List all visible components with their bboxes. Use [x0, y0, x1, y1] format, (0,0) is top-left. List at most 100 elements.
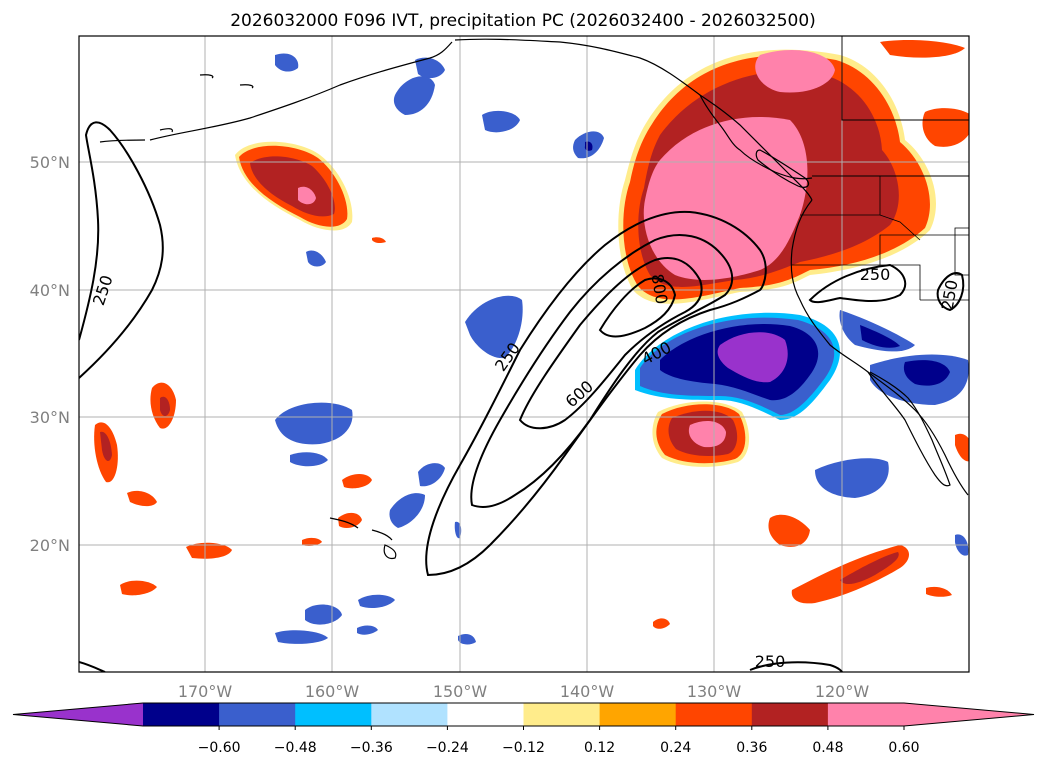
precip-blob-small-1-core: [160, 396, 170, 416]
lat-tick-30n: 30°N: [30, 408, 70, 427]
colorbar-ticks: −0.60 −0.48 −0.36 −0.24 −0.12 0.12 0.24 0.36 0.4…: [198, 726, 920, 756]
precip-blob-small-8: [302, 537, 322, 546]
colorbar-segment: [219, 703, 296, 726]
precip-blob-pnw-pink: [643, 116, 808, 280]
precip-blob-neg-9b: [418, 463, 445, 487]
colorbar-segment: [371, 703, 448, 726]
precip-blob-small-2-core: [100, 431, 112, 462]
ivt-contour-800: [598, 277, 677, 338]
precip-blob-neg-4: [393, 76, 435, 115]
colorbar-extend-high: [904, 703, 1034, 726]
precip-blob-small-12: [880, 40, 965, 58]
precip-blob-small-4: [186, 542, 232, 559]
colorbar-extend-low: [13, 703, 143, 726]
colorbar-tick-label: −0.12: [502, 740, 545, 756]
precip-blob-neg-11: [305, 604, 342, 625]
ivt-contours: [79, 121, 965, 672]
precip-blob-neg-main-purple: [717, 332, 788, 383]
precip-blob-small-15: [653, 618, 670, 629]
precip-blob-neg-5: [482, 110, 520, 133]
precip-blob-neg-12: [275, 630, 328, 644]
lat-tick-40n: 40°N: [30, 281, 70, 300]
colorbar-tick-label: −0.36: [350, 740, 393, 756]
precip-blob-neg-2: [275, 402, 353, 445]
precip-blob-neg-3: [465, 295, 523, 359]
contour-label-250-south: 250: [755, 652, 786, 671]
colorbar-segment: [143, 703, 220, 726]
us-west-coast: [790, 199, 969, 496]
precip-blob-neg-13: [358, 594, 395, 608]
ivt-contour-400: [470, 234, 734, 508]
alaska-peninsula: [149, 41, 453, 141]
colorbar-tick-label: −0.24: [426, 740, 469, 756]
precip-blob-small-6: [342, 474, 372, 489]
precip-blob-neg-9: [389, 493, 425, 528]
ivt-contour-600: [518, 257, 703, 430]
precip-negative-shading: [275, 53, 969, 645]
precip-blob-130w-30n-pink: [688, 420, 726, 448]
hawaii-islands: [329, 517, 397, 560]
precip-blob-pnw-pink-north: [755, 50, 835, 93]
lat-tick-labels: 50°N 40°N 30°N 20°N: [30, 153, 70, 555]
colorbar-segment: [827, 703, 905, 726]
precip-blob-small-7: [338, 512, 362, 528]
precip-blob-165w-pink: [298, 186, 316, 205]
precip-blob-neg-16: [815, 458, 889, 498]
aleutian-islands: [99, 74, 254, 143]
colorbar-tick-label: 0.60: [888, 740, 919, 756]
precip-positive-shading: [94, 40, 969, 629]
precip-blob-neg-17-core: [860, 325, 900, 348]
precip-blob-neg-14: [357, 625, 378, 635]
precip-blob-neg-15: [458, 634, 476, 645]
us-canada-border: [812, 36, 969, 177]
lon-tick-labels: 170°W 160°W 150°W 140°W 130°W 120°W: [178, 682, 870, 701]
precip-blob-small-11: [922, 108, 969, 147]
precip-blob-small-13: [955, 433, 969, 462]
lon-tick-120w: 120°W: [815, 682, 870, 701]
colorbar-segment: [675, 703, 753, 726]
contour-label-250-east: 250: [860, 265, 891, 284]
lat-tick-20n: 20°N: [30, 536, 70, 555]
precip-blob-neg-8: [306, 250, 326, 267]
coastlines: [99, 36, 969, 560]
colorbar-tick-label: 0.48: [812, 740, 843, 756]
colorbar-tick-label: 0.36: [736, 740, 767, 756]
lon-tick-150w: 150°W: [433, 682, 488, 701]
lat-tick-50n: 50°N: [30, 153, 70, 172]
colorbar-tick-label: 0.12: [584, 740, 615, 756]
colorbar-segment: [751, 703, 829, 726]
ivt-contour-250-west: [79, 121, 164, 379]
colorbar-tick-label: 0.24: [660, 740, 691, 756]
precip-blob-small-9: [768, 514, 810, 547]
precip-blob-neg-10: [290, 452, 328, 467]
precip-blob-neg-18-core: [903, 360, 950, 386]
colorbar-outline: [12, 702, 1035, 727]
colorbar-segment: [447, 703, 524, 726]
colorbar-segment: [523, 703, 601, 726]
ivt-contour-250-east: [808, 263, 907, 304]
ivt-contour-250-south: [749, 661, 843, 672]
state-borders: [792, 176, 969, 301]
vancouver-island: [755, 149, 810, 188]
colorbar-segment: [295, 703, 372, 726]
alaska-south-coast: [454, 38, 813, 201]
ivt-contour-250-main: [425, 210, 767, 577]
precip-blob-small-10-core: [840, 552, 899, 585]
lon-tick-160w: 160°W: [305, 682, 360, 701]
map-panel: 250 250 250 600 400 800 250 250 170°W 16…: [30, 35, 970, 701]
precip-blob-small-5: [120, 580, 157, 596]
precip-blob-small-16: [372, 237, 386, 244]
colorbar-segments: [12, 702, 1035, 727]
colorbar-tick-label: −0.48: [274, 740, 317, 756]
precip-blob-neg-7: [275, 53, 299, 72]
precip-blob-small-3: [127, 490, 157, 507]
lon-tick-130w: 130°W: [687, 682, 742, 701]
ivt-contour-250-east-b: [936, 272, 965, 312]
precip-blob-neg-7b: [415, 57, 445, 79]
colorbar-segment: [599, 703, 677, 726]
lon-tick-170w: 170°W: [178, 682, 233, 701]
chart-title: 2026032000 F096 IVT, precipitation PC (2…: [230, 11, 816, 31]
precip-blob-neg-17: [839, 310, 915, 352]
colorbar-tick-label: −0.60: [198, 740, 241, 756]
